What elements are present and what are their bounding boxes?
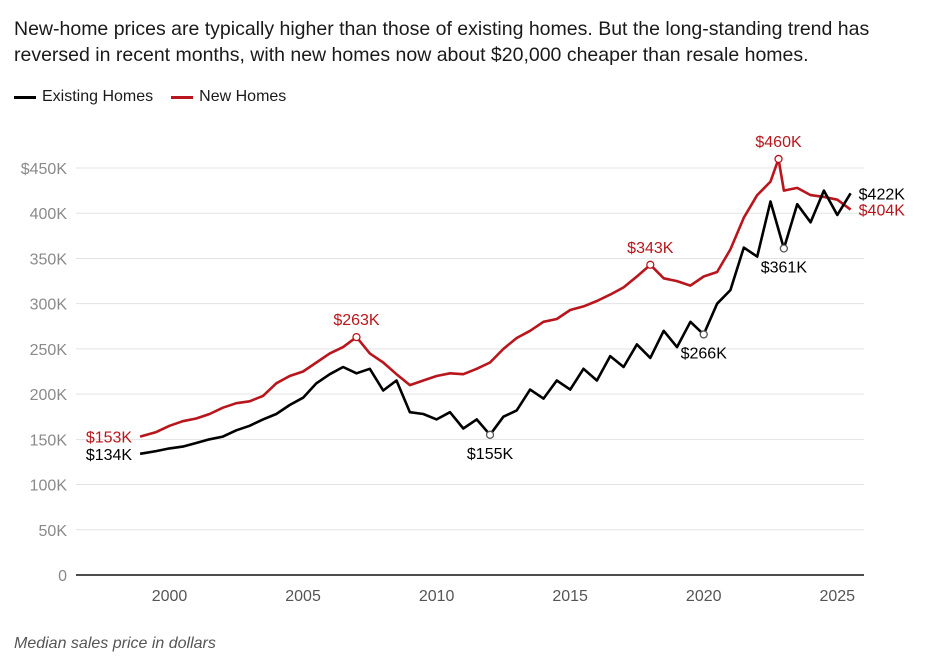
callout-label: $155K <box>467 446 514 463</box>
callout-marker <box>646 260 655 269</box>
y-tick-label: 400K <box>30 206 68 223</box>
x-tick-label: 2010 <box>419 588 455 605</box>
y-tick-label: 150K <box>30 432 68 449</box>
callout-label: $153K <box>86 430 133 447</box>
y-tick-label: 50K <box>39 523 68 540</box>
legend: Existing Homes New Homes <box>14 88 286 106</box>
legend-swatch-existing <box>14 95 36 99</box>
callout-marker <box>774 154 783 164</box>
y-tick-label: 350K <box>30 251 68 268</box>
x-tick-label: 2005 <box>285 588 321 605</box>
chart-subtitle: New-home prices are typically higher tha… <box>14 18 870 66</box>
legend-item-new: New Homes <box>171 88 286 106</box>
callout-label: $460K <box>755 134 802 151</box>
callout-marker <box>699 330 708 339</box>
chart-note: Median sales price in dollars <box>14 635 216 652</box>
legend-item-existing: Existing Homes <box>14 88 153 106</box>
x-tick-label: 2025 <box>819 588 855 605</box>
legend-swatch-new <box>171 95 194 99</box>
legend-label-existing: Existing Homes <box>42 88 154 105</box>
y-tick-label: 300K <box>30 297 68 314</box>
x-tick-label: 2000 <box>152 588 188 605</box>
callout-label: $263K <box>333 312 380 329</box>
legend-label-new: New Homes <box>199 88 287 105</box>
callout-label: $266K <box>681 345 728 362</box>
y-tick-label: $450K <box>21 161 68 178</box>
series-line-new <box>139 157 852 438</box>
callout-label: $361K <box>761 259 808 276</box>
y-tick-label: 0 <box>58 568 67 585</box>
x-tick-label: 2020 <box>686 588 722 605</box>
callout-marker <box>485 430 495 439</box>
callout-label: $422K <box>859 186 906 203</box>
callout-label: $134K <box>86 447 133 464</box>
series-line-existing <box>139 189 852 456</box>
callout-label: $343K <box>627 240 674 257</box>
callout-marker <box>779 244 789 253</box>
callout-marker <box>352 332 361 342</box>
y-tick-label: 200K <box>30 387 68 404</box>
y-tick-label: 250K <box>30 342 68 359</box>
y-tick-label: 100K <box>30 478 68 495</box>
callout-label: $404K <box>859 203 906 220</box>
x-tick-label: 2015 <box>552 588 588 605</box>
